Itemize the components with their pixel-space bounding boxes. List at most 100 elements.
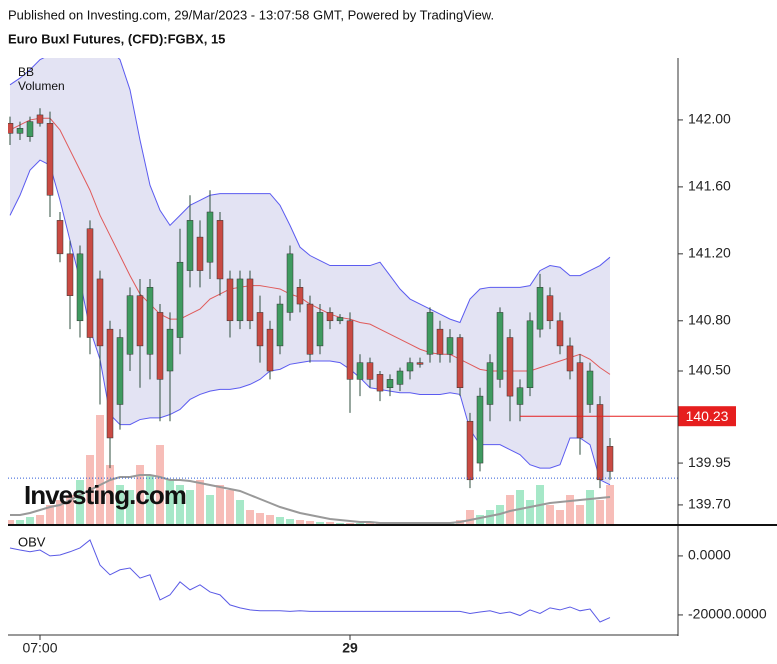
panel-title: OBV xyxy=(18,534,46,549)
candle-body xyxy=(166,328,174,372)
candle-body xyxy=(296,287,304,305)
y-tick-label: -20000.0000 xyxy=(688,606,767,622)
candle-body xyxy=(116,337,124,405)
candle-body xyxy=(516,387,524,405)
indicator-label: Volumen xyxy=(18,79,65,93)
candle-body xyxy=(266,328,274,372)
candle-body xyxy=(276,303,284,347)
volume-bar xyxy=(306,521,314,525)
candle-body xyxy=(576,362,584,439)
volume-bar xyxy=(556,510,564,525)
volume-bar xyxy=(26,517,34,525)
volume-bar xyxy=(606,485,614,525)
y-tick-label: 140.50 xyxy=(688,362,731,378)
candle-body xyxy=(8,123,14,134)
volume-bar xyxy=(256,513,264,525)
volume-bar xyxy=(126,490,134,525)
volume-bar xyxy=(226,490,234,525)
volume-bar xyxy=(66,495,74,525)
candle-body xyxy=(596,404,604,481)
indicator-label: BB xyxy=(18,65,34,79)
volume-bar xyxy=(76,480,84,525)
volume-bar xyxy=(586,490,594,525)
x-tick-label: 07:00 xyxy=(22,640,57,656)
main-plot xyxy=(8,58,614,525)
candle-body xyxy=(556,320,564,347)
volume-bar xyxy=(546,505,554,525)
candle-body xyxy=(336,317,344,322)
candle-body xyxy=(486,362,494,405)
candle-body xyxy=(436,328,444,355)
candle-body xyxy=(536,287,544,330)
obv-line xyxy=(9,539,611,623)
candle-body xyxy=(246,278,254,322)
candle-body xyxy=(26,121,34,137)
volume-bar xyxy=(566,495,574,525)
volume-bar xyxy=(56,500,64,525)
volume-ma xyxy=(10,474,611,524)
volume-bar xyxy=(8,520,14,525)
volume-bar xyxy=(206,495,214,525)
candle-body xyxy=(476,395,484,464)
candle-body xyxy=(356,362,364,380)
volume-bar xyxy=(46,505,54,525)
candle-body xyxy=(416,362,424,365)
candle-body xyxy=(326,312,334,322)
candle-body xyxy=(36,114,44,124)
candle-body xyxy=(56,220,64,255)
candle-body xyxy=(606,446,614,472)
volume-bar xyxy=(116,485,124,525)
candle-body xyxy=(186,220,194,271)
y-tick-label: 142.00 xyxy=(688,111,731,127)
watermark: Investing.com xyxy=(24,480,186,510)
last-price-label: 140.23 xyxy=(686,408,729,424)
y-tick-label: 141.60 xyxy=(688,178,731,194)
volume-bar xyxy=(476,515,484,525)
candle-body xyxy=(86,228,94,338)
volume-bar xyxy=(166,480,174,525)
volume-bar xyxy=(246,510,254,525)
volume-bar xyxy=(466,510,474,525)
candle-body xyxy=(146,287,154,355)
volume-bar xyxy=(36,515,44,525)
volume-bar xyxy=(296,520,304,525)
volume-bar xyxy=(176,485,184,525)
volume-bar xyxy=(156,445,164,525)
candle-body xyxy=(156,312,164,380)
candle-body xyxy=(306,303,314,355)
candle-body xyxy=(546,295,554,322)
volume-bar xyxy=(516,490,524,525)
volume-bar xyxy=(576,505,584,525)
candle-body xyxy=(236,278,244,322)
candle-body xyxy=(396,370,404,385)
volume-bar xyxy=(196,480,204,525)
candle-body xyxy=(16,128,24,134)
published-note: Published on Investing.com, 29/Mar/2023 … xyxy=(8,7,494,22)
volume-bar xyxy=(186,490,194,525)
volume-bar xyxy=(276,517,284,525)
volume-bar xyxy=(106,465,114,525)
candle-body xyxy=(136,295,144,347)
volume-bar xyxy=(286,519,294,525)
candle-body xyxy=(506,337,514,397)
candle-body xyxy=(496,312,504,380)
volume-bar xyxy=(486,510,494,525)
candle-body xyxy=(426,312,434,355)
candle-body xyxy=(196,236,204,271)
candle-body xyxy=(586,370,594,405)
last-price-box xyxy=(678,406,736,427)
volume-bar xyxy=(266,515,274,525)
volume-bar xyxy=(146,475,154,525)
candle-body xyxy=(566,345,574,372)
x-tick-label: 29 xyxy=(342,640,358,656)
y-tick-label: 0.0000 xyxy=(688,547,731,563)
volume-bar xyxy=(526,500,534,525)
candle-body xyxy=(206,211,214,263)
volume-bar xyxy=(596,500,604,525)
candle-body xyxy=(456,337,464,388)
y-tick-label: 141.20 xyxy=(688,245,731,261)
candle-body xyxy=(316,312,324,347)
volume-bar xyxy=(136,465,144,525)
y-tick-label: 139.95 xyxy=(688,454,731,470)
